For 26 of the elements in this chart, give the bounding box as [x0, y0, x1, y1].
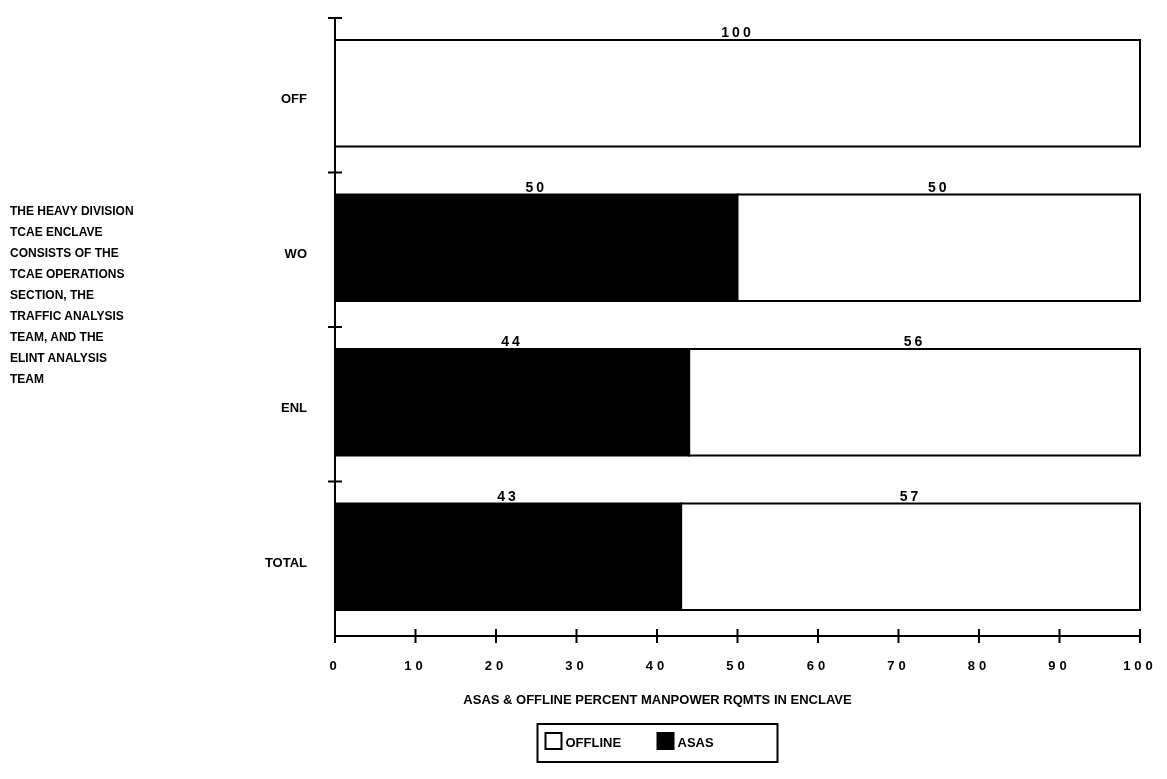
x-tick-label: 70 — [887, 658, 910, 673]
x-tick-label: 10 — [404, 658, 427, 673]
data-label: 50 — [525, 178, 548, 195]
x-tick-label: 30 — [565, 658, 588, 673]
data-label: 44 — [501, 333, 523, 349]
x-tick-label: 20 — [484, 658, 508, 673]
x-tick-label: 80 — [967, 658, 991, 673]
data-label: 43 — [497, 487, 519, 504]
legend-label: OFFLINE — [565, 735, 622, 750]
data-label: 100 — [721, 24, 754, 40]
data-label: 57 — [899, 487, 922, 504]
y-tick-label: WO — [284, 245, 307, 261]
x-tick-label: 40 — [645, 658, 669, 673]
x-axis-title: ASAS & OFFLINE PERCENT MANPOWER RQMTS IN ENCLAVE — [463, 692, 852, 707]
text: THE HEAVY DIVISION TCAE ENCLAVE CONSISTS OF THE TCAE OPERATIONS SECTION, THE TRAFFIC ANALYSIS TEAM, AND THE ELINT ANALYSIS TEAM — [10, 204, 134, 386]
data-label: 50 — [927, 178, 950, 195]
x-tick-label: 50 — [726, 658, 749, 673]
x-tick-label: 90 — [1048, 658, 1071, 673]
data-label: 56 — [903, 333, 926, 349]
x-tick-label: 0 — [329, 658, 341, 673]
legend-label: ASAS — [677, 735, 714, 750]
y-tick-label: OFF — [281, 91, 308, 107]
x-tick-label: 60 — [806, 658, 830, 673]
y-tick-label: ENL — [281, 400, 308, 416]
x-tick-label: 100 — [1123, 658, 1157, 673]
y-tick-label: TOTAL — [264, 554, 308, 570]
